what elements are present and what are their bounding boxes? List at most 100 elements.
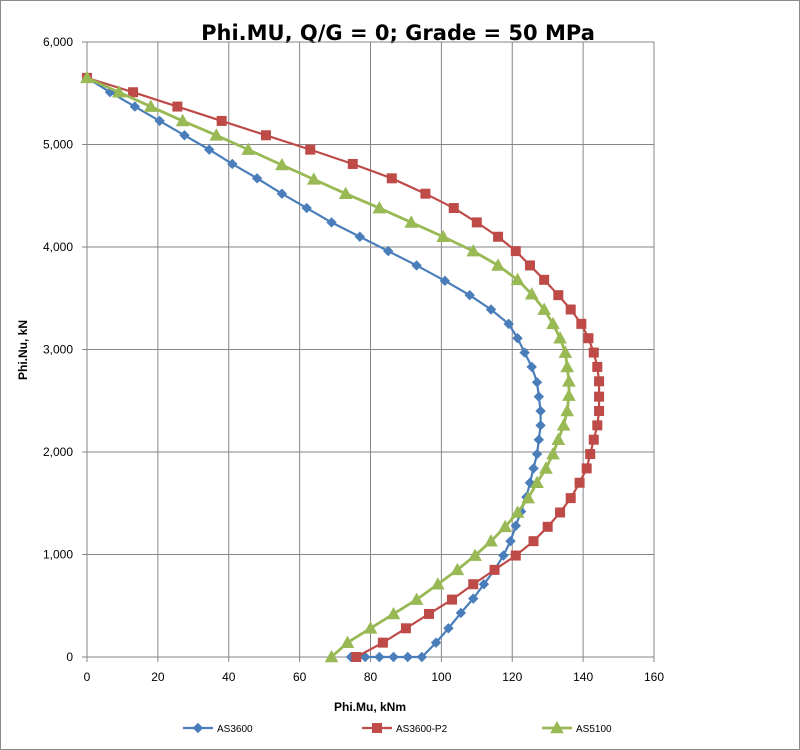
data-point-as3600 bbox=[204, 144, 215, 155]
data-point-as3600 bbox=[383, 245, 394, 257]
data-point-as3600-p2 bbox=[594, 406, 605, 416]
data-point-as5100 bbox=[546, 316, 560, 330]
data-point-as3600-p2 bbox=[555, 507, 566, 518]
y-tick-label: 0 bbox=[66, 650, 73, 664]
data-point-as5100 bbox=[560, 403, 575, 417]
data-point-as3600 bbox=[505, 535, 516, 547]
legend-marker bbox=[192, 722, 204, 734]
series-line-as3600-p2 bbox=[86, 76, 601, 658]
data-point-as3600 bbox=[301, 202, 312, 214]
data-point-as3600-p2 bbox=[493, 231, 504, 242]
data-point-as3600-p2 bbox=[447, 594, 458, 605]
data-point-as3600-p2 bbox=[420, 188, 431, 199]
data-point-as5100 bbox=[209, 128, 224, 141]
data-point-as5100 bbox=[112, 85, 126, 98]
data-point-as3600-p2 bbox=[539, 274, 550, 285]
data-point-as3600-p2 bbox=[565, 304, 576, 315]
data-point-as3600 bbox=[531, 377, 543, 388]
data-point-as3600-p2 bbox=[386, 173, 397, 184]
data-point-as3600-p2 bbox=[583, 333, 594, 344]
data-point-as3600-p2 bbox=[448, 203, 459, 214]
y-tick-label: 2,000 bbox=[43, 445, 73, 459]
x-tick-label: 140 bbox=[573, 670, 593, 684]
data-point-as3600 bbox=[485, 304, 497, 315]
data-point-as3600 bbox=[533, 434, 545, 445]
data-point-as3600-p2 bbox=[574, 477, 585, 488]
x-axis: 0 20 40 60 80 100 120 140 160 bbox=[84, 657, 664, 684]
data-point-as3600-p2 bbox=[592, 361, 603, 372]
legend-item-as3600-p2: AS3600-P2 bbox=[362, 723, 448, 735]
data-point-as3600-p2 bbox=[377, 637, 388, 648]
y-tick-label: 6,000 bbox=[43, 35, 73, 49]
data-point-as3600 bbox=[531, 448, 543, 460]
data-point-as5100 bbox=[466, 244, 481, 257]
data-point-as5100 bbox=[468, 548, 482, 561]
x-tick-label: 20 bbox=[151, 670, 165, 684]
data-point-as5100 bbox=[175, 113, 190, 127]
data-point-as3600 bbox=[443, 623, 454, 634]
legend-marker bbox=[372, 723, 382, 733]
legend-label: AS3600 bbox=[217, 724, 253, 735]
data-point-as3600 bbox=[374, 651, 385, 663]
data-point-as5100 bbox=[484, 534, 498, 547]
data-point-as3600-p2 bbox=[351, 652, 362, 662]
y-tick-label: 3,000 bbox=[43, 343, 73, 357]
data-point-as3600 bbox=[535, 420, 546, 431]
x-tick-label: 120 bbox=[502, 670, 522, 684]
series-line-as3600 bbox=[86, 76, 542, 659]
data-point-as5100 bbox=[143, 99, 158, 112]
data-point-as5100 bbox=[553, 331, 567, 344]
data-point-as3600-p2 bbox=[468, 579, 479, 590]
series-layer bbox=[80, 70, 605, 663]
data-point-as5100 bbox=[539, 461, 553, 474]
x-tick-label: 80 bbox=[364, 670, 378, 684]
x-tick-label: 60 bbox=[293, 670, 307, 684]
data-point-as5100 bbox=[324, 649, 339, 663]
data-point-as3600-p2 bbox=[585, 449, 596, 460]
data-point-as3600 bbox=[528, 463, 539, 474]
data-point-as5100 bbox=[241, 142, 256, 155]
data-point-as3600 bbox=[468, 593, 479, 604]
data-point-as3600 bbox=[154, 115, 165, 127]
data-point-as5100 bbox=[551, 432, 566, 445]
x-tick-label: 0 bbox=[84, 670, 91, 684]
data-point-as5100 bbox=[562, 374, 576, 387]
data-point-as3600-p2 bbox=[592, 420, 603, 431]
data-point-as3600-p2 bbox=[524, 260, 535, 271]
data-point-as5100 bbox=[340, 635, 355, 648]
data-point-as3600-p2 bbox=[581, 463, 592, 474]
data-point-as3600-p2 bbox=[542, 521, 553, 532]
data-point-as3600 bbox=[526, 361, 537, 373]
data-point-as3600-p2 bbox=[588, 434, 599, 445]
x-tick-label: 40 bbox=[222, 670, 236, 684]
gridlines bbox=[86, 41, 655, 658]
data-point-as3600 bbox=[388, 651, 399, 663]
data-point-as5100 bbox=[338, 186, 353, 199]
data-point-as3600 bbox=[503, 318, 514, 330]
data-point-as3600 bbox=[439, 275, 451, 287]
data-point-as3600-p2 bbox=[510, 550, 521, 561]
data-point-as3600-p2 bbox=[347, 158, 358, 169]
data-point-as3600-p2 bbox=[305, 144, 316, 155]
data-point-as3600-p2 bbox=[423, 608, 434, 619]
data-point-as5100 bbox=[275, 157, 289, 171]
data-point-as5100 bbox=[363, 621, 378, 634]
y-axis-label: Phi.Nu, kN bbox=[16, 320, 30, 380]
data-point-as5100 bbox=[372, 201, 387, 214]
y-tick-label: 5,000 bbox=[43, 138, 73, 152]
data-point-as5100 bbox=[306, 172, 321, 185]
data-point-as3600-p2 bbox=[471, 217, 482, 228]
data-point-as5100 bbox=[430, 577, 445, 590]
data-point-as3600-p2 bbox=[588, 347, 599, 358]
data-point-as5100 bbox=[537, 302, 551, 315]
data-point-as3600 bbox=[464, 289, 475, 301]
data-point-as5100 bbox=[560, 359, 575, 373]
series-as3600-p2 bbox=[82, 72, 605, 662]
data-point-as3600-p2 bbox=[128, 87, 139, 98]
data-point-as3600-p2 bbox=[576, 318, 587, 329]
data-point-as3600-p2 bbox=[565, 493, 576, 504]
data-point-as3600 bbox=[512, 333, 523, 344]
data-point-as3600-p2 bbox=[260, 130, 271, 141]
data-point-as5100 bbox=[510, 272, 525, 286]
